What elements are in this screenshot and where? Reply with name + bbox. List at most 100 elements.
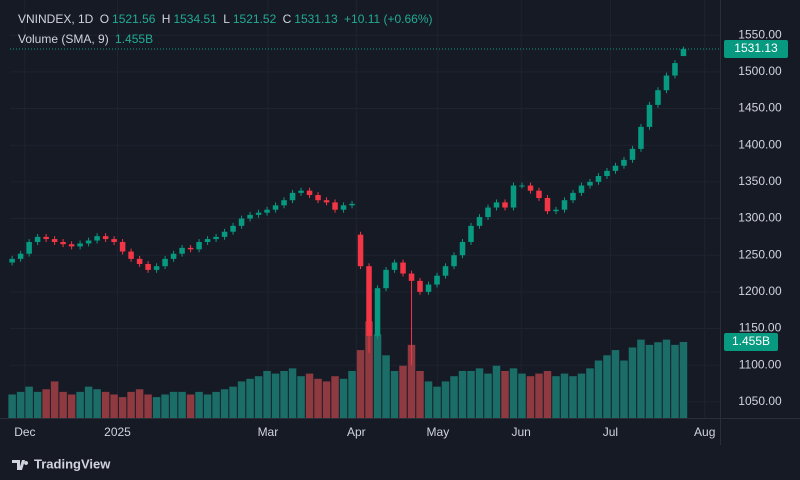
volume-bar <box>339 378 348 418</box>
volume-bar <box>178 391 186 418</box>
volume-bar <box>161 394 169 418</box>
volume-bar <box>246 378 254 418</box>
volume-bar <box>322 381 331 418</box>
candle-body <box>51 239 58 242</box>
volume-bar <box>501 370 509 418</box>
y-tick-label: 1200.00 <box>738 284 782 298</box>
candle-body <box>94 236 100 241</box>
candle-body <box>468 225 474 242</box>
y-tick-label: 1400.00 <box>738 137 782 151</box>
volume-bar <box>492 365 501 418</box>
volume-bar <box>93 389 101 418</box>
volume-bar <box>365 321 373 418</box>
volume-bar <box>611 350 620 418</box>
x-tick-label: Mar <box>258 425 279 439</box>
volume-value: 1.455B <box>115 32 154 46</box>
candle-body <box>306 190 313 196</box>
volume-bar <box>603 355 611 418</box>
volume-bar <box>679 341 688 418</box>
y-tick-label: 1150.00 <box>739 321 782 335</box>
h-label: H <box>161 12 171 26</box>
volume-bar <box>671 344 679 418</box>
volume-bar <box>331 376 339 418</box>
volume-bar <box>654 342 662 418</box>
volume-bar <box>203 394 212 418</box>
x-tick-label: Apr <box>347 425 366 439</box>
y-tick-label: 1550.00 <box>738 27 782 41</box>
candle-body <box>502 202 508 208</box>
candle-body <box>298 190 304 193</box>
candle-body <box>485 207 491 218</box>
candle-body <box>510 185 517 208</box>
volume-bar <box>399 365 407 418</box>
volume-bar <box>76 391 84 418</box>
volume-bar <box>416 370 424 418</box>
price-tag-label: 1531.13 <box>734 41 778 55</box>
volume-bar <box>237 381 246 418</box>
volume-bar <box>467 370 475 418</box>
candle-body <box>77 243 83 247</box>
plot: 1050.00 1100.00 1150.00 1200.00 1250.00 1300.… <box>8 0 782 439</box>
candle-body <box>264 209 270 213</box>
candle-body <box>553 209 559 212</box>
candle-body <box>238 218 245 226</box>
volume-bar <box>314 378 322 418</box>
candle-body <box>162 258 168 267</box>
candle-body <box>544 198 551 212</box>
logo: TradingView <box>12 456 111 471</box>
candle-body <box>204 239 211 242</box>
candle-body <box>230 225 236 232</box>
volume-bar <box>662 339 671 418</box>
candle-body <box>476 217 483 226</box>
volume-bar <box>628 347 637 418</box>
volume-bar <box>535 373 543 418</box>
candle-body <box>145 264 151 270</box>
candle-body <box>128 251 134 259</box>
candle-body <box>179 247 185 254</box>
candle-body <box>604 170 610 176</box>
candle-body <box>85 240 92 244</box>
volume-bar <box>297 376 305 418</box>
volume-legend: Volume (SMA, 9) 1.455B <box>18 32 156 46</box>
volume-title: Volume (SMA, 9) <box>18 32 109 46</box>
candle-body <box>578 185 585 193</box>
x-tick-label: Jun <box>511 425 530 439</box>
candle-body <box>43 236 49 240</box>
candle-body <box>349 203 355 206</box>
candle-body <box>289 192 296 201</box>
candle-body <box>60 242 66 245</box>
candle-body <box>383 269 389 289</box>
h-value: 1534.51 <box>173 12 217 26</box>
candle-body <box>459 242 466 256</box>
y-tick-label: 1350.00 <box>738 174 782 188</box>
candle-body <box>323 200 330 203</box>
candle-body <box>408 273 415 281</box>
x-tick-label: 2025 <box>104 425 131 439</box>
volume-bar <box>212 391 220 418</box>
volume-bar <box>42 389 50 418</box>
volume-bar <box>59 391 67 418</box>
change: +10.11 (+0.66%) <box>344 12 433 26</box>
candle-body <box>136 258 143 264</box>
x-tick-label: May <box>427 425 450 439</box>
volume-tag <box>724 332 778 351</box>
volume-bar <box>127 391 135 418</box>
o-label: O <box>99 12 110 26</box>
candle-body <box>451 255 457 267</box>
volume-bar <box>518 373 526 418</box>
volume-bar <box>152 397 161 418</box>
volume-bar <box>620 360 628 418</box>
y-tick-label: 1050.00 <box>738 394 782 408</box>
candle-body <box>629 148 636 160</box>
volume-bar <box>526 376 535 418</box>
candle-body <box>561 200 568 210</box>
candle-body <box>391 262 398 270</box>
candle-body <box>170 253 177 259</box>
candle-body <box>587 181 593 186</box>
volume-bar <box>101 391 110 418</box>
volume-bar <box>560 373 569 418</box>
x-tick-label: Aug <box>694 425 715 439</box>
volume-bar <box>441 381 450 418</box>
candle-body <box>255 212 262 215</box>
volume-bar <box>229 386 237 418</box>
